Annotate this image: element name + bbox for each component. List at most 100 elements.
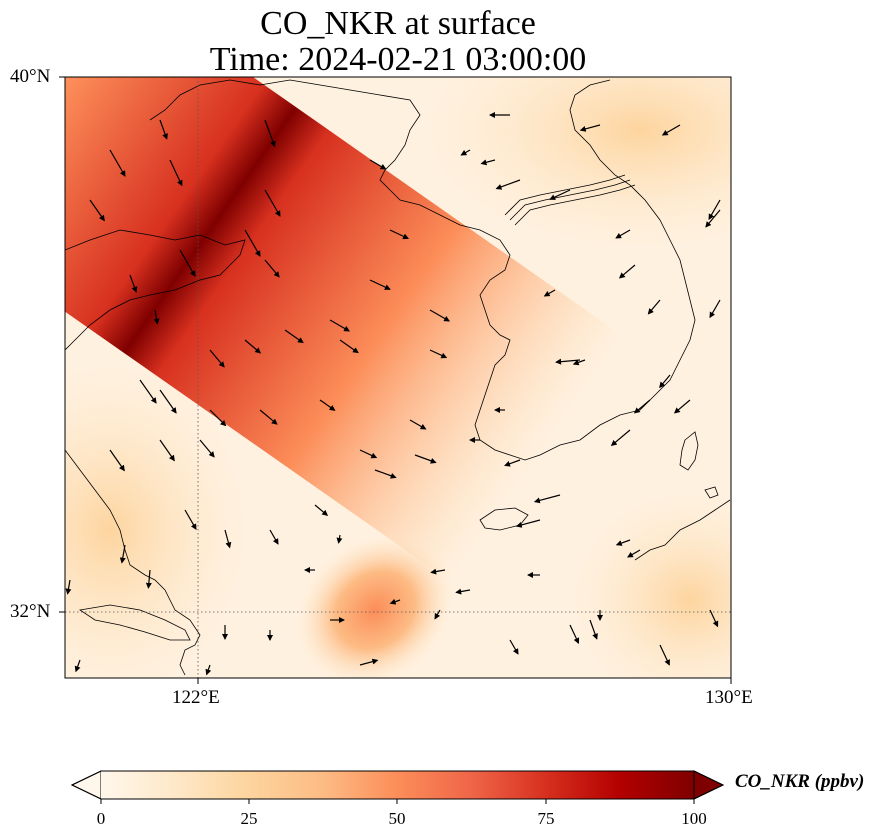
wind-arrow	[543, 289, 556, 297]
wind-arrow	[572, 359, 586, 366]
wind-arrow	[259, 409, 278, 425]
wind-arrow	[269, 529, 279, 545]
colorbar-tick-label-50: 50	[389, 809, 406, 828]
wind-arrow	[610, 429, 631, 447]
lat-tick-label-32: 32°N	[10, 601, 51, 622]
wind-arrow	[139, 379, 157, 404]
wind-arrow	[339, 339, 359, 354]
wind-arrow	[429, 309, 450, 322]
wind-arrow	[589, 619, 598, 640]
wind-arrow	[359, 449, 378, 459]
map-time-subtitle: Time: 2024-02-21 03:00:00	[209, 41, 587, 78]
wind-arrow	[264, 259, 280, 278]
wind-arrow	[159, 119, 168, 140]
wind-arrow	[627, 549, 641, 558]
wind-arrow	[184, 509, 197, 530]
wind-arrow	[329, 319, 350, 332]
colorbar-extend-max	[693, 770, 725, 800]
wind-arrow	[153, 309, 160, 325]
wind-arrow	[414, 454, 437, 464]
wind-arrow	[661, 124, 681, 136]
colorbar-gradient	[101, 771, 694, 799]
wind-arrow	[618, 264, 636, 279]
wind-arrow	[647, 299, 661, 315]
axis-ticks	[59, 76, 732, 684]
colorbar-tick-label-100: 100	[681, 809, 707, 828]
wind-arrow	[709, 609, 719, 628]
gridlines	[65, 77, 731, 678]
wind-arrow	[533, 494, 561, 504]
wind-arrow	[159, 439, 175, 462]
wind-arrow	[389, 229, 410, 240]
wind-arrow	[284, 329, 304, 344]
wind-arrow	[480, 159, 496, 166]
wind-arrow	[145, 569, 152, 589]
high-concentration-plume	[65, 77, 624, 583]
western-elevated-region	[65, 360, 250, 678]
wind-arrow	[389, 598, 401, 605]
wind-arrow	[179, 249, 196, 277]
wind-arrow	[209, 349, 225, 368]
wind-arrow	[264, 119, 276, 148]
southeast-elevated-region	[570, 490, 731, 678]
colorbar-tick-label-0: 0	[97, 809, 106, 828]
wind-arrow	[109, 449, 125, 472]
wind-vectors	[65, 112, 721, 676]
wind-arrow	[264, 189, 281, 217]
wind-arrow	[495, 179, 521, 190]
wind-arrow	[169, 159, 183, 187]
wind-arrow	[460, 149, 471, 156]
wind-arrow	[319, 399, 336, 411]
wind-arrow	[336, 534, 343, 544]
wind-arrow	[65, 579, 72, 595]
map-title: CO_NKR at surface	[260, 5, 536, 42]
wind-arrow	[509, 639, 519, 655]
concentration-field	[65, 77, 731, 678]
wind-arrow	[429, 349, 448, 359]
wind-arrow	[369, 279, 391, 290]
secondary-plume-patch	[295, 533, 455, 678]
wind-arrow	[199, 439, 215, 458]
wind-arrow	[659, 374, 671, 389]
wind-arrow	[205, 664, 212, 676]
wind-arrow	[244, 229, 261, 257]
wind-arrow	[409, 419, 427, 430]
wind-arrow	[659, 644, 670, 666]
wind-arrow	[569, 624, 580, 645]
wind-arrow	[615, 539, 631, 546]
wind-arrow	[515, 519, 541, 528]
wind-arrow	[504, 459, 521, 467]
coastlines	[65, 79, 731, 676]
wind-arrow	[74, 659, 81, 673]
lon-tick-label-130: 130°E	[705, 687, 753, 708]
wind-arrow	[430, 568, 446, 575]
colorbar-ticks	[100, 799, 695, 804]
colorbar-tick-label-75: 75	[538, 809, 555, 828]
wind-arrow	[579, 124, 601, 132]
wind-arrow	[109, 149, 126, 177]
wind-arrow	[129, 274, 138, 293]
wind-arrow	[673, 399, 691, 414]
wind-arrow	[615, 229, 631, 239]
wind-arrow	[119, 544, 126, 564]
wind-arrow	[314, 504, 329, 516]
wind-arrow	[708, 199, 721, 220]
wind-arrow	[224, 529, 232, 549]
wind-arrow	[89, 199, 105, 222]
colorbar-extend-min	[70, 770, 102, 800]
colorbar-label: CO_NKR (ppbv)	[735, 771, 864, 792]
wind-arrow	[633, 399, 651, 414]
wind-arrow	[159, 389, 177, 414]
wind-arrow	[549, 189, 571, 200]
lon-tick-label-122: 122°E	[172, 687, 220, 708]
wind-arrow	[359, 658, 379, 666]
wind-arrow	[374, 469, 397, 479]
lat-tick-label-40: 40°N	[10, 66, 51, 87]
wind-arrow	[369, 159, 387, 170]
wind-arrow	[455, 588, 471, 595]
colorbar-tick-label-25: 25	[241, 809, 258, 828]
northern-elevated-region	[420, 77, 731, 250]
wind-arrow	[709, 299, 721, 319]
wind-arrow	[244, 339, 262, 354]
